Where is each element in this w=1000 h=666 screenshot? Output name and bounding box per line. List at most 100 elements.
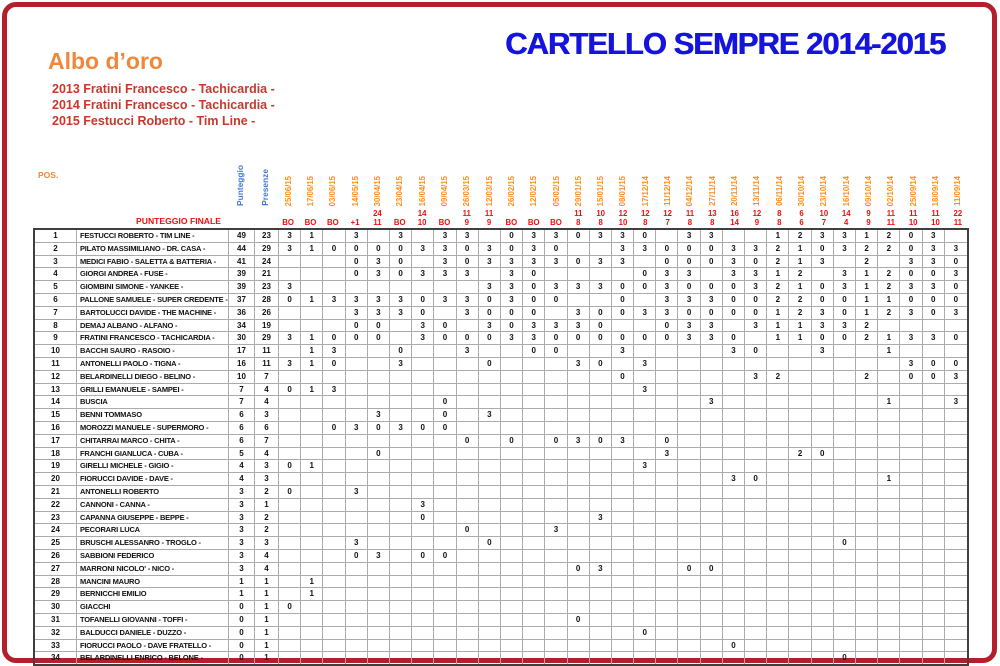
- score-cell: [346, 447, 368, 460]
- score-cell: [634, 396, 657, 409]
- score-cell: [945, 230, 967, 242]
- punteggio-cell: 0: [229, 652, 255, 665]
- score-cell: 0: [523, 268, 546, 281]
- score-cell: [812, 562, 834, 575]
- score-cell: 0: [479, 537, 501, 549]
- score-cell: 0: [656, 242, 679, 255]
- score-cell: [523, 575, 546, 588]
- score-cell: 0: [634, 281, 657, 293]
- presenze-cell: 2: [255, 524, 279, 537]
- table-row: 9 FRATINI FRANCESCO - TACHICARDIA -30 29 3 1…: [35, 332, 967, 346]
- score-cell: [634, 447, 657, 460]
- presenze-cell: 1: [255, 588, 279, 601]
- pos-cell: 23: [35, 511, 77, 524]
- score-cell: [723, 396, 746, 409]
- score-cell: 3: [745, 370, 768, 383]
- score-cell: [412, 473, 435, 485]
- score-cell: 0: [656, 255, 679, 268]
- score-cell: [368, 370, 390, 383]
- score-cell: [523, 537, 546, 549]
- albo-doro-line: 2013 Fratini Francesco - Tachicardia -: [52, 82, 275, 96]
- score-cell: [656, 652, 679, 665]
- score-cell: [878, 639, 901, 652]
- score-cell: [812, 409, 834, 421]
- score-cell: [856, 447, 879, 460]
- score-cell: 0: [834, 537, 857, 549]
- score-cell: [457, 485, 479, 498]
- score-cell: [701, 613, 723, 626]
- score-cell: 3: [279, 332, 302, 345]
- score-cell: [279, 549, 302, 562]
- score-cell: [412, 460, 435, 473]
- score-cell: [634, 588, 657, 601]
- score-cell: 3: [634, 460, 657, 473]
- score-cell: [656, 498, 679, 511]
- pos-cell: 10: [35, 345, 77, 357]
- score-cell: [590, 421, 612, 434]
- date-column-header: 25/09/14: [902, 150, 924, 206]
- date-label: 09/04/15: [439, 175, 449, 206]
- score-cell: [479, 460, 501, 473]
- sub-header-cell: 12 8: [634, 206, 656, 228]
- score-cell: [701, 524, 723, 537]
- score-cell: [568, 293, 590, 306]
- sub-header-line: 11: [574, 209, 583, 219]
- score-cell: 0: [434, 332, 457, 345]
- pos-cell: 27: [35, 562, 77, 575]
- score-cell: [523, 498, 546, 511]
- score-cell: [856, 473, 879, 485]
- name-cell: GIORGI ANDREA - FUSE -: [77, 268, 229, 281]
- score-cell: 3: [923, 281, 945, 293]
- score-cell: 3: [457, 268, 479, 281]
- score-cell: 3: [634, 242, 657, 255]
- score-cell: [390, 409, 413, 421]
- score-cell: 2: [789, 293, 812, 306]
- sub-header-line: BO: [438, 217, 451, 227]
- score-cell: [723, 601, 746, 613]
- score-cell: [523, 524, 546, 537]
- score-cell: [457, 549, 479, 562]
- score-cell: [812, 434, 834, 447]
- score-cell: [678, 460, 701, 473]
- score-cell: 1: [878, 332, 901, 345]
- score-cell: 0: [501, 319, 524, 332]
- score-cell: 0: [346, 332, 368, 345]
- score-cell: 0: [568, 613, 590, 626]
- sub-header-line: 12: [663, 209, 672, 219]
- score-cell: [501, 575, 524, 588]
- score-cell: [323, 460, 346, 473]
- score-cell: [745, 498, 768, 511]
- score-cell: 3: [923, 255, 945, 268]
- score-cell: [523, 434, 546, 447]
- score-cell: [812, 613, 834, 626]
- score-cell: [479, 370, 501, 383]
- name-cell: FRANCHI GIANLUCA - CUBA -: [77, 447, 229, 460]
- punteggio-cell: 0: [229, 626, 255, 639]
- table-row: 10 BACCHI SAURO - RASOIO -17 11 1 3 0 3 0 0 3 3 0 3 1: [35, 345, 967, 358]
- score-cell: [434, 345, 457, 357]
- score-cell: 0: [479, 357, 501, 370]
- score-cell: [745, 549, 768, 562]
- score-cell: [612, 396, 635, 409]
- sub-header-line: 11: [484, 209, 494, 219]
- score-cell: 3: [723, 473, 746, 485]
- albo-doro-heading: Albo d’oro: [48, 48, 163, 74]
- presenze-cell: 23: [255, 281, 279, 293]
- score-cell: [834, 473, 857, 485]
- score-cell: [434, 473, 457, 485]
- score-cell: 0: [279, 293, 302, 306]
- score-cell: [612, 447, 635, 460]
- score-cell: [878, 409, 901, 421]
- score-cell: 0: [656, 319, 679, 332]
- score-cell: [678, 575, 701, 588]
- score-cell: [923, 524, 945, 537]
- sub-header-cell: BO: [299, 206, 321, 228]
- score-cell: [368, 396, 390, 409]
- score-cell: 3: [656, 306, 679, 319]
- score-cell: [789, 473, 812, 485]
- score-cell: [323, 498, 346, 511]
- date-label: 26/02/15: [506, 175, 516, 206]
- score-cell: [745, 511, 768, 524]
- score-cell: [723, 447, 746, 460]
